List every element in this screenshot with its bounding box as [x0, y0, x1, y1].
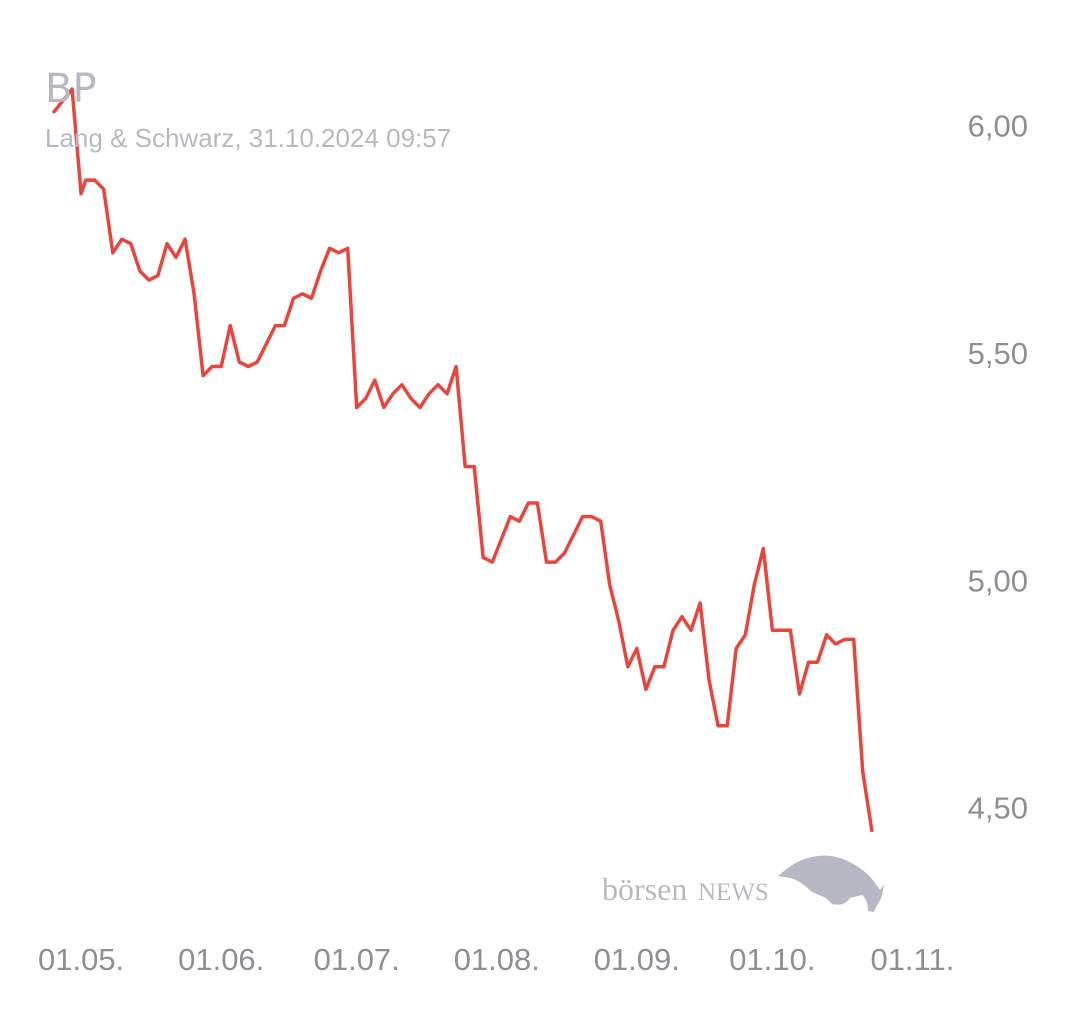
x-tick-label: 01.08.: [454, 942, 540, 977]
y-tick-label: 5,50: [968, 336, 1028, 371]
x-tick-label: 01.05.: [38, 942, 124, 977]
x-tick-label: 01.09.: [594, 942, 680, 977]
watermark-text-right: NEWS: [698, 879, 769, 906]
y-tick-label: 4,50: [968, 791, 1028, 826]
borsennews-watermark: börsen NEWS: [602, 855, 884, 912]
chart-subtitle: Lang & Schwarz, 31.10.2024 09:57: [45, 123, 451, 153]
x-tick-label: 01.07.: [314, 942, 400, 977]
bull-logo-icon: [778, 855, 884, 912]
x-tick-label: 01.11.: [870, 942, 954, 977]
y-tick-label: 5,00: [968, 563, 1028, 598]
watermark-text-left: börsen: [602, 871, 687, 907]
chart-title: BP: [45, 66, 97, 112]
x-tick-label: 01.06.: [178, 942, 264, 977]
x-tick-label: 01.10.: [729, 942, 815, 977]
y-tick-label: 6,00: [968, 109, 1028, 144]
price-line-series-0: [52, 87, 874, 833]
